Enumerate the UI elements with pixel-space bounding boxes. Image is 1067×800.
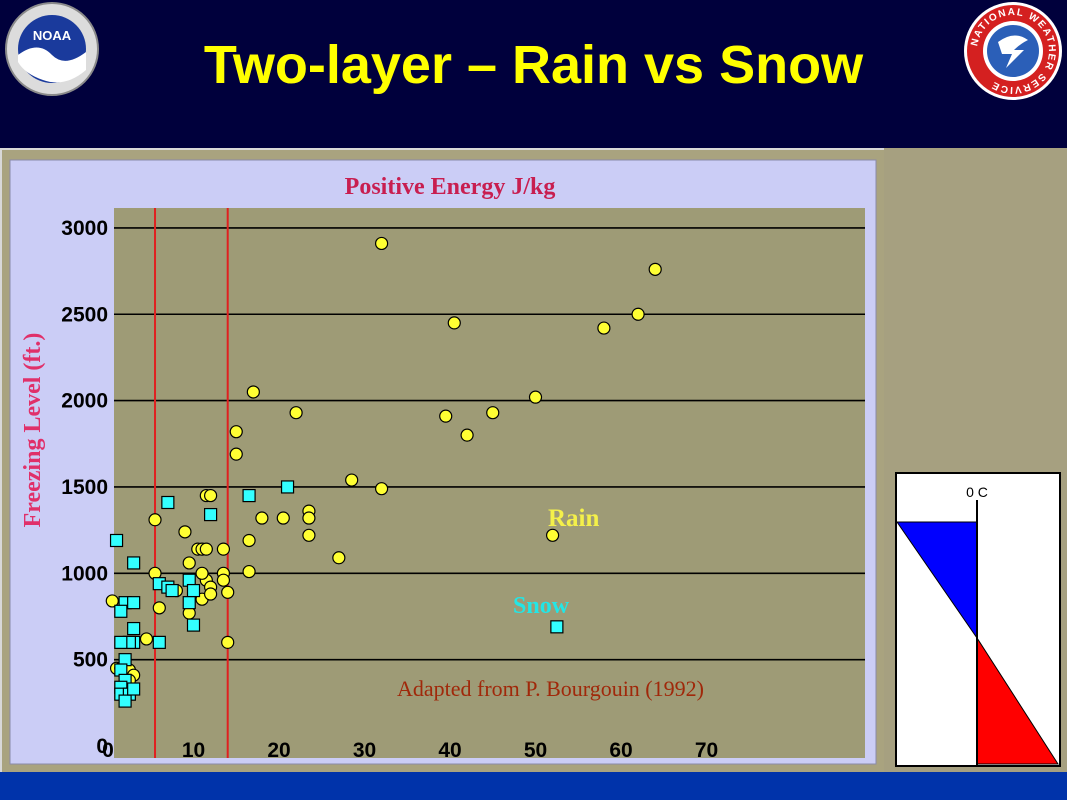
rain-point [545, 528, 560, 542]
x-tick-label: 20 [267, 739, 290, 762]
snow-point [109, 533, 124, 548]
rain-point [345, 473, 359, 487]
rain-point [221, 635, 235, 649]
chart-title: Positive Energy J/kg [345, 174, 556, 200]
snow-point [550, 620, 564, 634]
rain-point [152, 601, 166, 615]
y-tick-label: 0 [96, 735, 108, 758]
x-tick-label: 30 [353, 739, 376, 762]
rain-point [246, 385, 260, 399]
inset-panel: 0 C [884, 148, 1067, 772]
rain-point [204, 587, 218, 601]
y-tick-label: 3000 [61, 217, 108, 240]
national-weather-service-logo: NATIONAL WEATHER SERVICE [964, 2, 1062, 100]
rain-point [204, 488, 218, 503]
rain-point [148, 513, 162, 527]
x-tick-label: 50 [524, 739, 547, 762]
rain-point [182, 556, 196, 570]
rain-point [332, 551, 346, 565]
noaa-logo-text: NOAA [33, 28, 72, 43]
rain-point [486, 406, 500, 420]
rain-point [199, 542, 213, 556]
y-tick-label: 2000 [61, 390, 108, 413]
snow-point [127, 596, 141, 610]
plot-area [114, 208, 865, 758]
snow-point [127, 682, 141, 696]
y-tick-label: 1000 [61, 562, 108, 585]
rain-point [221, 585, 235, 599]
slide-title: Two-layer – Rain vs Snow [203, 35, 864, 95]
rain-point [139, 632, 154, 646]
snow-point [165, 583, 179, 598]
x-tick-label: 0 [102, 739, 114, 762]
snow-annotation: Snow [513, 593, 570, 619]
rain-point [302, 528, 316, 542]
rain-point [229, 447, 243, 461]
rain-point [439, 409, 453, 423]
footer-band [0, 772, 1067, 800]
snow-point [127, 556, 141, 570]
rain-point [447, 316, 461, 330]
snow-point [127, 621, 141, 636]
rain-point [648, 262, 662, 276]
snow-point [114, 604, 128, 618]
rain-point [255, 511, 269, 525]
snow-point [118, 694, 132, 708]
snow-point [161, 495, 175, 510]
rain-point [375, 482, 389, 496]
rain-point [216, 542, 231, 556]
noaa-logo: NOAA [5, 2, 99, 96]
rain-point [178, 525, 192, 539]
rain-point [216, 573, 231, 587]
chart-panel: 0 500 1000 1500 2000 2500 3000 0 10 20 30 40 50 60 70 … [0, 148, 884, 772]
x-tick-label: 70 [695, 739, 718, 762]
snow-point [186, 618, 201, 632]
snow-point [242, 488, 256, 503]
y-axis-label: Freezing Level (ft.) [20, 333, 46, 528]
rain-point [289, 406, 303, 420]
temperature-profile-inset: 0 C [895, 472, 1061, 767]
rain-point [195, 566, 209, 580]
rain-point [242, 533, 256, 548]
snow-point [186, 583, 201, 598]
rain-annotation: Rain [548, 505, 600, 532]
rain-point [302, 511, 316, 525]
zero-c-label: 0 C [966, 484, 988, 500]
snow-point [182, 596, 196, 610]
rain-point [597, 321, 611, 335]
y-tick-label: 500 [73, 649, 108, 672]
rain-point [229, 425, 243, 439]
slide-header: NOAA Two-layer – Rain vs Snow NATIONAL W… [0, 0, 1067, 148]
y-tick-label: 2500 [61, 303, 108, 326]
rain-point [276, 511, 290, 525]
snow-point [152, 635, 166, 649]
source-annotation: Adapted from P. Bourgouin (1992) [397, 676, 704, 701]
snow-point [280, 480, 295, 494]
y-tick-label: 1500 [61, 476, 108, 499]
rain-point [528, 390, 543, 404]
x-tick-label: 40 [438, 739, 461, 762]
rain-point [375, 236, 389, 251]
rain-point [242, 564, 256, 579]
snow-point [204, 507, 218, 522]
x-tick-label: 60 [609, 739, 632, 762]
rain-point [460, 428, 474, 442]
snow-point [114, 635, 128, 649]
x-tick-label: 10 [182, 739, 205, 762]
rain-point [631, 307, 645, 321]
rain-point [105, 594, 119, 608]
